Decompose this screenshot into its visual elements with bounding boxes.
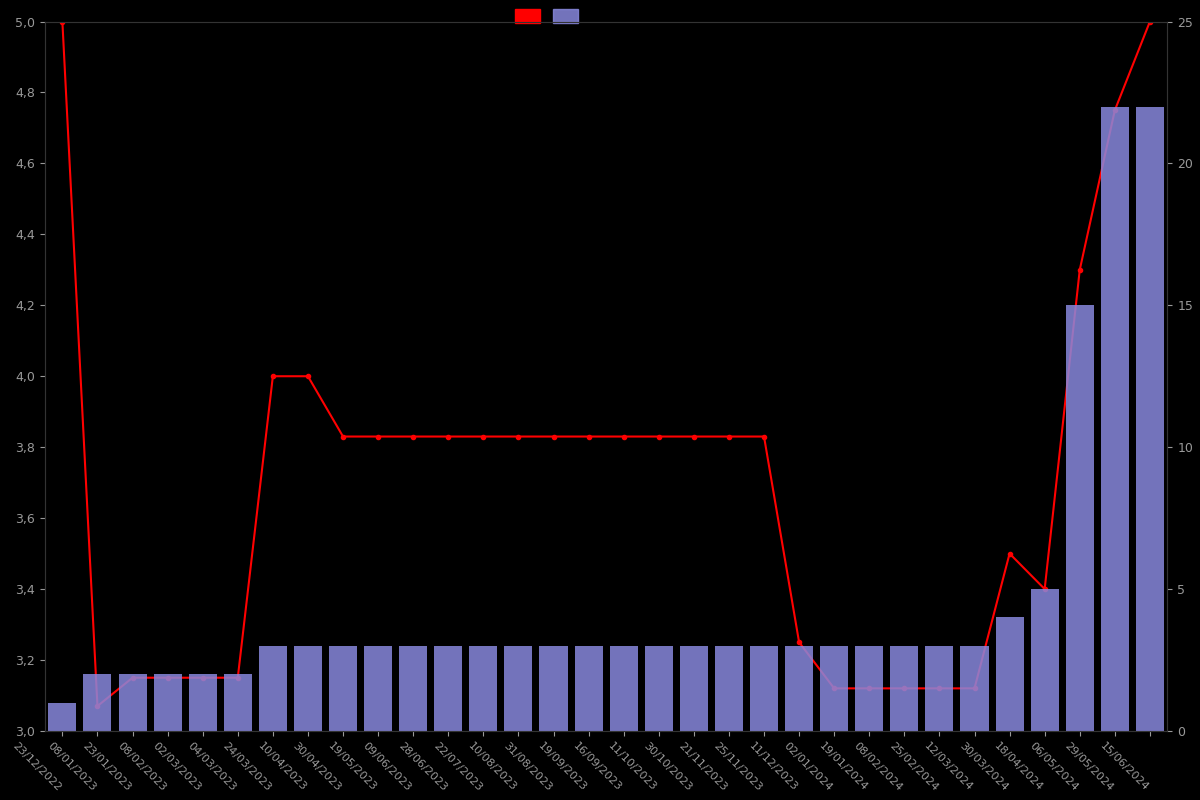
Bar: [644, 646, 673, 731]
Bar: [996, 618, 1024, 731]
Bar: [259, 646, 287, 731]
Bar: [48, 702, 77, 731]
Bar: [925, 646, 954, 731]
Bar: [1136, 106, 1164, 731]
Bar: [84, 674, 112, 731]
Bar: [434, 646, 462, 731]
Bar: [785, 646, 814, 731]
Bar: [960, 646, 989, 731]
Bar: [820, 646, 848, 731]
Bar: [715, 646, 743, 731]
Bar: [364, 646, 392, 731]
Bar: [294, 646, 322, 731]
Bar: [400, 646, 427, 731]
Bar: [469, 646, 497, 731]
Bar: [1031, 589, 1058, 731]
Bar: [223, 674, 252, 731]
Bar: [750, 646, 778, 731]
Legend: , : ,: [509, 4, 590, 30]
Bar: [890, 646, 918, 731]
Bar: [154, 674, 181, 731]
Bar: [188, 674, 217, 731]
Bar: [680, 646, 708, 731]
Bar: [540, 646, 568, 731]
Bar: [575, 646, 602, 731]
Bar: [610, 646, 637, 731]
Bar: [119, 674, 146, 731]
Bar: [329, 646, 358, 731]
Bar: [1066, 306, 1093, 731]
Bar: [1100, 106, 1129, 731]
Bar: [856, 646, 883, 731]
Bar: [504, 646, 533, 731]
